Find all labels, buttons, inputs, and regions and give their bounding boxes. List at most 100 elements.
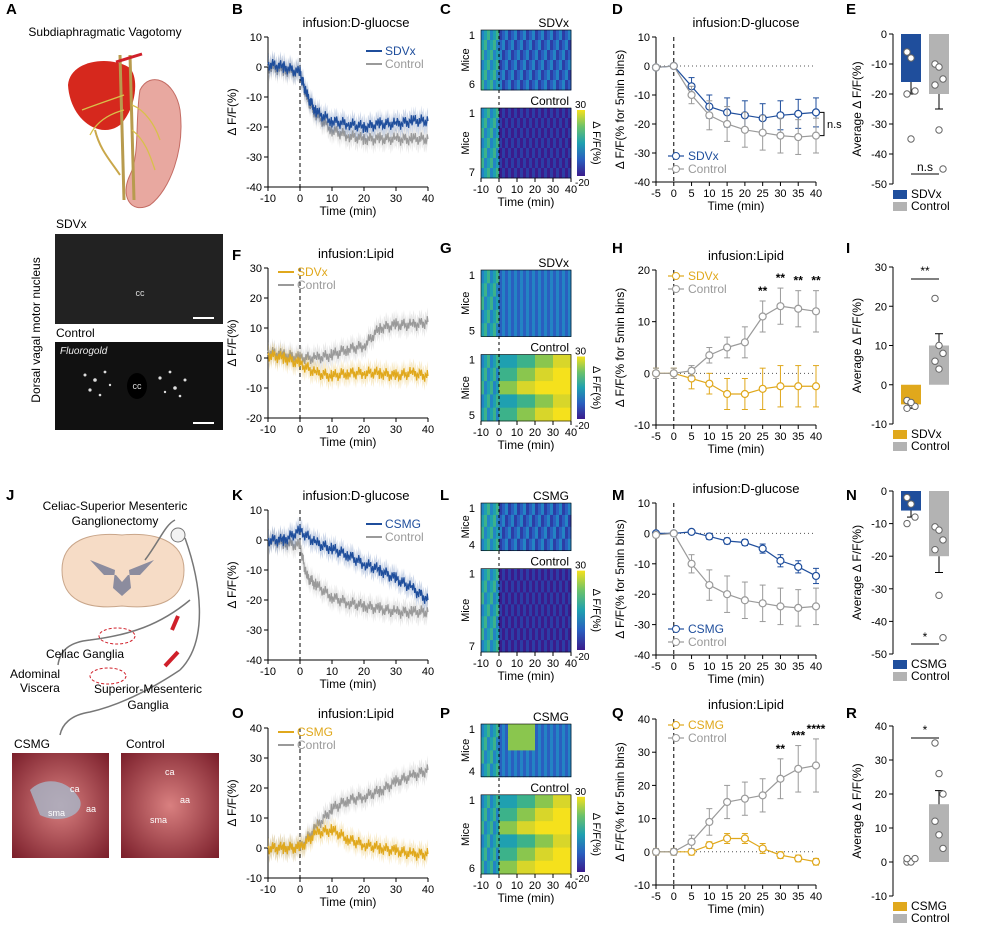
heatmap-cell: [532, 270, 536, 284]
heatmap-cell: [487, 847, 491, 862]
heatmap-cell: [487, 354, 491, 369]
colorbar: [577, 570, 585, 650]
y-tick-label: 30: [638, 747, 650, 759]
heatmap-cell: [514, 148, 518, 159]
heatmap-cell: [487, 763, 491, 778]
data-point: [758, 312, 767, 321]
heatmap-cell: [514, 118, 518, 129]
heatmap-cell: [544, 568, 548, 581]
heatmap-cell: [508, 640, 512, 653]
y-tick-label: -40: [634, 650, 650, 662]
x-tick-label: 40: [565, 184, 577, 196]
heatmap-cell: [523, 407, 527, 422]
heatmap-cell: [511, 514, 515, 528]
heatmap-cell: [493, 794, 497, 809]
heatmap-cell: [544, 70, 548, 81]
heatmap-cell: [508, 750, 512, 764]
heatmap-cell: [517, 118, 521, 129]
heatmap-cell: [526, 794, 530, 809]
heatmap-cell: [535, 592, 539, 605]
legend-label: CSMG: [911, 899, 947, 913]
heatmap-cell: [532, 821, 536, 835]
x-tick-label: 25: [757, 661, 769, 673]
heatmap-cell: [520, 309, 524, 324]
heatmap-cell: [505, 138, 509, 149]
heatmap-cell: [490, 354, 494, 369]
heatmap-cell: [484, 40, 488, 51]
heatmap-cell: [526, 737, 530, 751]
heatmap-cell: [544, 367, 548, 382]
heatmap-cell: [490, 148, 494, 159]
panel-letter-c: C: [440, 1, 451, 18]
heatmap-cell: [517, 70, 521, 81]
heatmap-cell: [502, 80, 506, 91]
heatmap-cell: [481, 640, 485, 653]
heatmap-cell: [556, 616, 560, 629]
heatmap-cell: [544, 60, 548, 71]
heatmap-cell: [568, 808, 572, 822]
heatmap-cell: [508, 568, 512, 581]
heatmap-cell: [481, 763, 485, 778]
heatmap-cell: [541, 283, 545, 297]
data-point: [705, 111, 714, 120]
heatmap-cell: [544, 270, 548, 284]
heatmap-cell: [496, 168, 500, 179]
heatmap-cell: [565, 750, 569, 764]
heatmap-cell: [565, 526, 569, 540]
heatmap-cell: [550, 503, 554, 516]
heatmap-cell: [484, 821, 488, 835]
heatmap-cell: [553, 821, 557, 835]
heatmap-cell: [550, 270, 554, 284]
colorbar-max: 30: [575, 100, 587, 111]
heatmap-cell: [502, 580, 506, 593]
heatmap-cell: [505, 40, 509, 51]
x-tick-label: 30: [774, 891, 786, 903]
heatmap-cell: [520, 538, 524, 552]
heatmap-cell: [505, 60, 509, 71]
heatmap-cell: [562, 503, 566, 516]
panel-j: J Celiac-Superior Mesenteric Ganglionect…: [6, 487, 219, 858]
legend-label: CSMG: [688, 622, 724, 636]
data-point: [811, 602, 821, 611]
data-point: [758, 544, 767, 553]
heatmap-cell: [535, 118, 539, 129]
x-tick-label: 20: [739, 891, 751, 903]
heatmap-cell: [499, 309, 503, 324]
heatmap-cell: [532, 296, 536, 311]
individual-point: [911, 854, 919, 863]
significance-stars: **: [776, 271, 786, 285]
heatmap-cell: [502, 503, 506, 516]
x-tick-label: 0: [297, 884, 303, 896]
colorbar-min: -20: [575, 874, 590, 885]
x-tick-label: 30: [547, 658, 559, 670]
data-point: [705, 351, 714, 360]
x-tick-label: 20: [358, 424, 370, 436]
data-point: [776, 602, 785, 611]
heatmap-cell: [511, 70, 515, 81]
heatmap-cell: [481, 138, 485, 149]
x-axis-label: Time (min): [320, 895, 377, 909]
heatmap-cell: [559, 407, 563, 422]
heatmap-cell: [508, 168, 512, 179]
heatmap-cell: [562, 283, 566, 297]
heatmap-cell: [562, 640, 566, 653]
heatmap-cell: [499, 128, 503, 139]
heatmap-cell: [505, 514, 509, 528]
heatmap-cell: [511, 270, 515, 284]
heatmap-cell: [565, 808, 569, 822]
heatmap-cell: [544, 616, 548, 629]
heatmap-cell: [547, 724, 551, 738]
heatmap-cell: [523, 270, 527, 284]
heatmap-cell: [484, 354, 488, 369]
individual-point: [931, 357, 939, 365]
heatmap-cell: [484, 724, 488, 738]
heatmap-cell: [502, 526, 506, 540]
heatmap-cell: [535, 394, 539, 409]
individual-point: [931, 739, 939, 747]
y-tick-label: -10: [871, 519, 887, 531]
x-tick-label: 40: [422, 884, 434, 896]
heatmap-cell: [517, 568, 521, 581]
heatmap-cell: [532, 158, 536, 169]
heatmap-cell: [517, 724, 521, 738]
heatmap-cell: [526, 808, 530, 822]
